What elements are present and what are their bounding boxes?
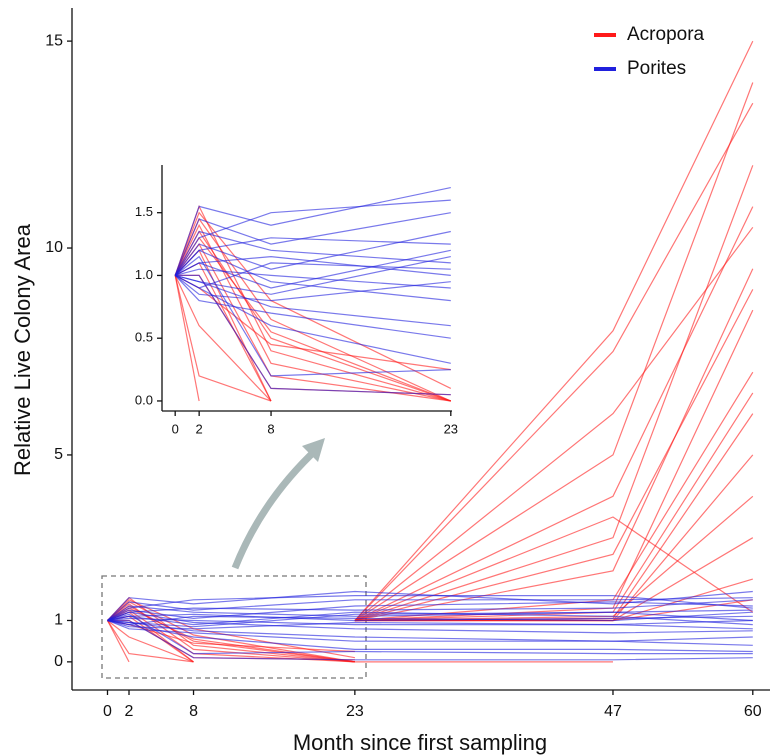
series-line [107, 611, 753, 634]
series-line [174, 230, 451, 276]
series-line [175, 274, 451, 396]
y-tick-label: 0 [54, 653, 63, 670]
series-line [107, 601, 753, 622]
y-tick-label: 1 [54, 612, 63, 629]
x-tick-label: 0 [103, 703, 112, 720]
series-line [174, 274, 451, 339]
series-line [354, 40, 754, 621]
series-line [174, 275, 200, 402]
x-tick-label: 60 [744, 703, 762, 720]
series-line [175, 268, 451, 289]
series-line [107, 619, 753, 646]
x-axis-title: Month since first sampling [293, 730, 547, 755]
series-line [354, 289, 754, 622]
y-tick-label: 1.5 [135, 204, 153, 219]
series-line [354, 226, 754, 621]
series-line [107, 619, 753, 653]
y-axis-title: Relative Live Colony Area [10, 223, 35, 476]
zoom-box [101, 575, 367, 679]
legend-label: Porites [627, 58, 686, 79]
series-line [107, 617, 753, 626]
series-line [354, 102, 754, 621]
series-line [354, 413, 754, 622]
y-tick-label: 10 [45, 239, 63, 256]
series-line [174, 249, 451, 302]
series-line [174, 230, 451, 276]
x-tick-label: 2 [196, 421, 203, 436]
series-line [107, 609, 753, 628]
zoom-arrow-head [302, 438, 325, 462]
series-line [354, 516, 754, 622]
y-tick-label: 5 [54, 446, 63, 463]
series-line [174, 255, 451, 377]
x-tick-label: 47 [604, 703, 622, 720]
y-tick-label: 0.5 [135, 330, 153, 345]
x-tick-label: 0 [172, 421, 179, 436]
series-line [107, 613, 753, 622]
y-tick-label: 15 [45, 32, 63, 49]
series-line [174, 199, 451, 276]
series-line [174, 255, 451, 276]
legend-label: Acropora [627, 24, 705, 45]
y-tick-label: 0.0 [135, 392, 153, 407]
series-line [354, 392, 754, 622]
series-line [174, 275, 272, 402]
series-line [354, 206, 754, 622]
x-tick-label: 2 [125, 703, 134, 720]
series-line [107, 605, 753, 622]
series-line [175, 256, 451, 295]
series-line [354, 268, 754, 622]
series-line [107, 619, 753, 661]
x-tick-label: 23 [346, 703, 364, 720]
x-tick-label: 8 [189, 703, 198, 720]
series-line [107, 620, 194, 663]
series-line [106, 620, 130, 663]
x-tick-label: 8 [267, 421, 274, 436]
series-line [174, 212, 451, 276]
series-line [107, 597, 753, 621]
series-line [107, 595, 753, 622]
zoom-arrow [231, 445, 321, 570]
x-tick-label: 23 [444, 421, 458, 436]
y-tick-label: 1.0 [135, 267, 153, 282]
series-line [107, 613, 753, 655]
series-line [106, 620, 194, 663]
series-line [354, 82, 754, 622]
series-line [174, 275, 272, 402]
